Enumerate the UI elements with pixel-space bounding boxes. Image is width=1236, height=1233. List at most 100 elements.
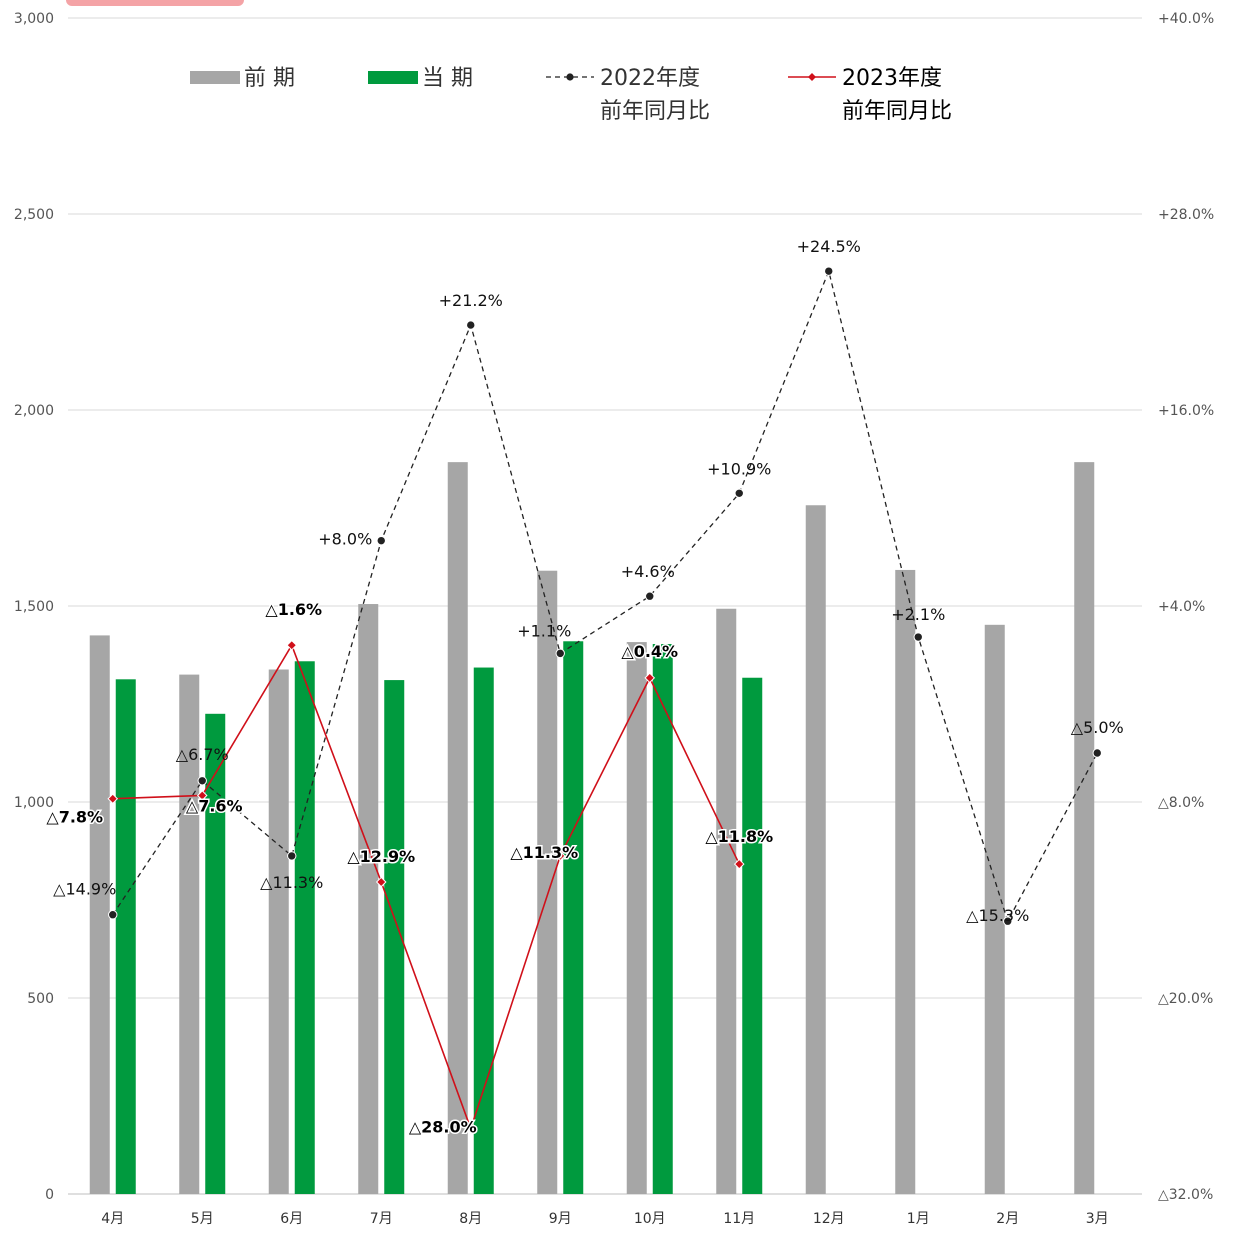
legend-label-2023-line2: 前年同月比 [842, 99, 952, 124]
data-label-2023: △11.8% [705, 827, 773, 846]
point-2022-yoy [466, 320, 476, 330]
point-2023-yoy [644, 672, 656, 684]
point-2022-yoy [1003, 916, 1013, 926]
right-axis-tick-label: △20.0% [1158, 991, 1213, 1007]
right-axis-tick-label: +4.0% [1158, 599, 1205, 615]
data-label-2023: △12.9% [347, 847, 415, 866]
data-labels: △14.9% △6.7% △11.3% +8.0% +21.2% +1.1% +4.6% +1… [45, 237, 1124, 1138]
x-axis-tick-label: 9月 [549, 1211, 572, 1227]
line-2023-yoy [112, 643, 740, 1132]
right-axis-tick-label: △32.0% [1158, 1187, 1213, 1203]
legend-label-2022-line2: 前年同月比 [600, 99, 710, 124]
point-2023-yoy [733, 858, 745, 870]
x-axis-tick-label: 10月 [634, 1211, 666, 1227]
point-2022-yoy [645, 591, 655, 601]
x-axis-tick-label: 11月 [723, 1211, 755, 1227]
left-axis-tick-label: 500 [27, 991, 54, 1007]
bar-previous-period [1074, 462, 1095, 1194]
bar-current-period [652, 644, 673, 1194]
x-axis-tick-label: 6月 [280, 1211, 303, 1227]
data-label-2022: +8.0% [318, 530, 372, 549]
legend-label-current: 当 期 [422, 66, 473, 91]
legend-label-previous: 前 期 [244, 66, 295, 91]
bar-previous-period [895, 569, 916, 1194]
data-label-2022: △6.7% [176, 745, 229, 764]
point-2023-yoy [465, 1123, 477, 1134]
bar-current-period [294, 661, 315, 1194]
data-label-2022: +1.1% [517, 621, 571, 640]
point-2022-yoy [913, 632, 923, 642]
bar-series [89, 462, 1095, 1195]
point-2022-yoy [824, 266, 834, 276]
line-2022-yoy [112, 269, 1098, 923]
data-label-2022: +21.2% [439, 291, 503, 310]
bar-previous-period [89, 635, 110, 1194]
left-axis-tick-label: 2,500 [14, 207, 54, 223]
line-series [107, 266, 1102, 1134]
bar-previous-period [805, 505, 826, 1195]
legend-swatch-previous [190, 71, 240, 84]
data-label-2022: △14.9% [53, 880, 116, 899]
legend-marker-2023 [808, 73, 816, 81]
x-axis-tick-label: 8月 [459, 1211, 482, 1227]
bar-current-period [742, 677, 763, 1194]
data-label-2023: △7.8% [46, 808, 103, 827]
bar-previous-period [447, 462, 468, 1194]
data-label-2023: △1.6% [265, 600, 322, 619]
bar-previous-period [626, 642, 647, 1194]
point-2022-yoy [734, 488, 744, 498]
point-2023-yoy [196, 790, 208, 801]
bar-previous-period [984, 624, 1005, 1194]
point-2022-yoy [376, 535, 386, 546]
x-axis-tick-label: 1月 [907, 1211, 930, 1227]
data-label-2022: △5.0% [1071, 718, 1124, 737]
x-axis-tick-label: 3月 [1086, 1211, 1109, 1227]
point-2023-yoy [286, 639, 298, 651]
legend-label-2023-line1: 2023年度 [842, 66, 942, 91]
right-axis-tick-label: +40.0% [1158, 11, 1214, 27]
left-axis-tick-label: 3,000 [14, 11, 54, 27]
point-2023-yoy [375, 876, 387, 888]
bar-previous-period [537, 570, 558, 1194]
bar-current-period [205, 713, 226, 1194]
gridlines [68, 17, 1142, 1195]
x-axis-tick-label: 7月 [370, 1211, 393, 1227]
corner-tab [66, 0, 244, 6]
legend-label-2022-line1: 2022年度 [600, 66, 700, 91]
right-axis-tick-label: +16.0% [1158, 403, 1214, 419]
bar-previous-period [179, 674, 200, 1194]
bar-current-period [384, 680, 405, 1194]
left-axis-tick-label: 1,000 [14, 795, 54, 811]
point-2022-yoy [108, 910, 118, 920]
data-label-2023: △0.4% [621, 642, 678, 661]
right-axis-tick-label: +28.0% [1158, 207, 1214, 223]
point-2022-yoy [197, 776, 207, 786]
point-2022-yoy [287, 851, 297, 861]
bar-previous-period [268, 669, 289, 1194]
left-axis-tick-label: 1,500 [14, 599, 54, 615]
left-axis-tick-label: 0 [45, 1187, 54, 1203]
bar-previous-period [716, 608, 737, 1194]
bar-current-period [563, 641, 584, 1194]
data-label-2022: △11.3% [260, 873, 323, 892]
bar-previous-period [358, 604, 379, 1194]
bar-current-period [473, 667, 494, 1194]
x-axis-tick-label: 2月 [996, 1211, 1019, 1227]
bar-current-period [115, 679, 136, 1194]
x-axis-tick-label: 12月 [813, 1211, 845, 1227]
point-2023-yoy [107, 793, 119, 805]
data-label-2023: △28.0% [409, 1118, 477, 1137]
axis-labels: 0 500 1,000 1,500 2,000 2,500 3,000 △32.0% △20.0… [14, 11, 1214, 1227]
data-label-2022: △15.3% [966, 906, 1029, 925]
data-label-2023: △11.3% [510, 843, 578, 862]
data-label-2023: △7.6% [186, 796, 243, 815]
left-axis-tick-label: 2,000 [14, 403, 54, 419]
point-2022-yoy [1092, 748, 1102, 758]
right-axis-tick-label: △8.0% [1158, 795, 1204, 811]
data-label-2022: +2.1% [891, 605, 945, 624]
legend-swatch-current [368, 71, 418, 84]
x-axis-tick-label: 5月 [191, 1211, 214, 1227]
